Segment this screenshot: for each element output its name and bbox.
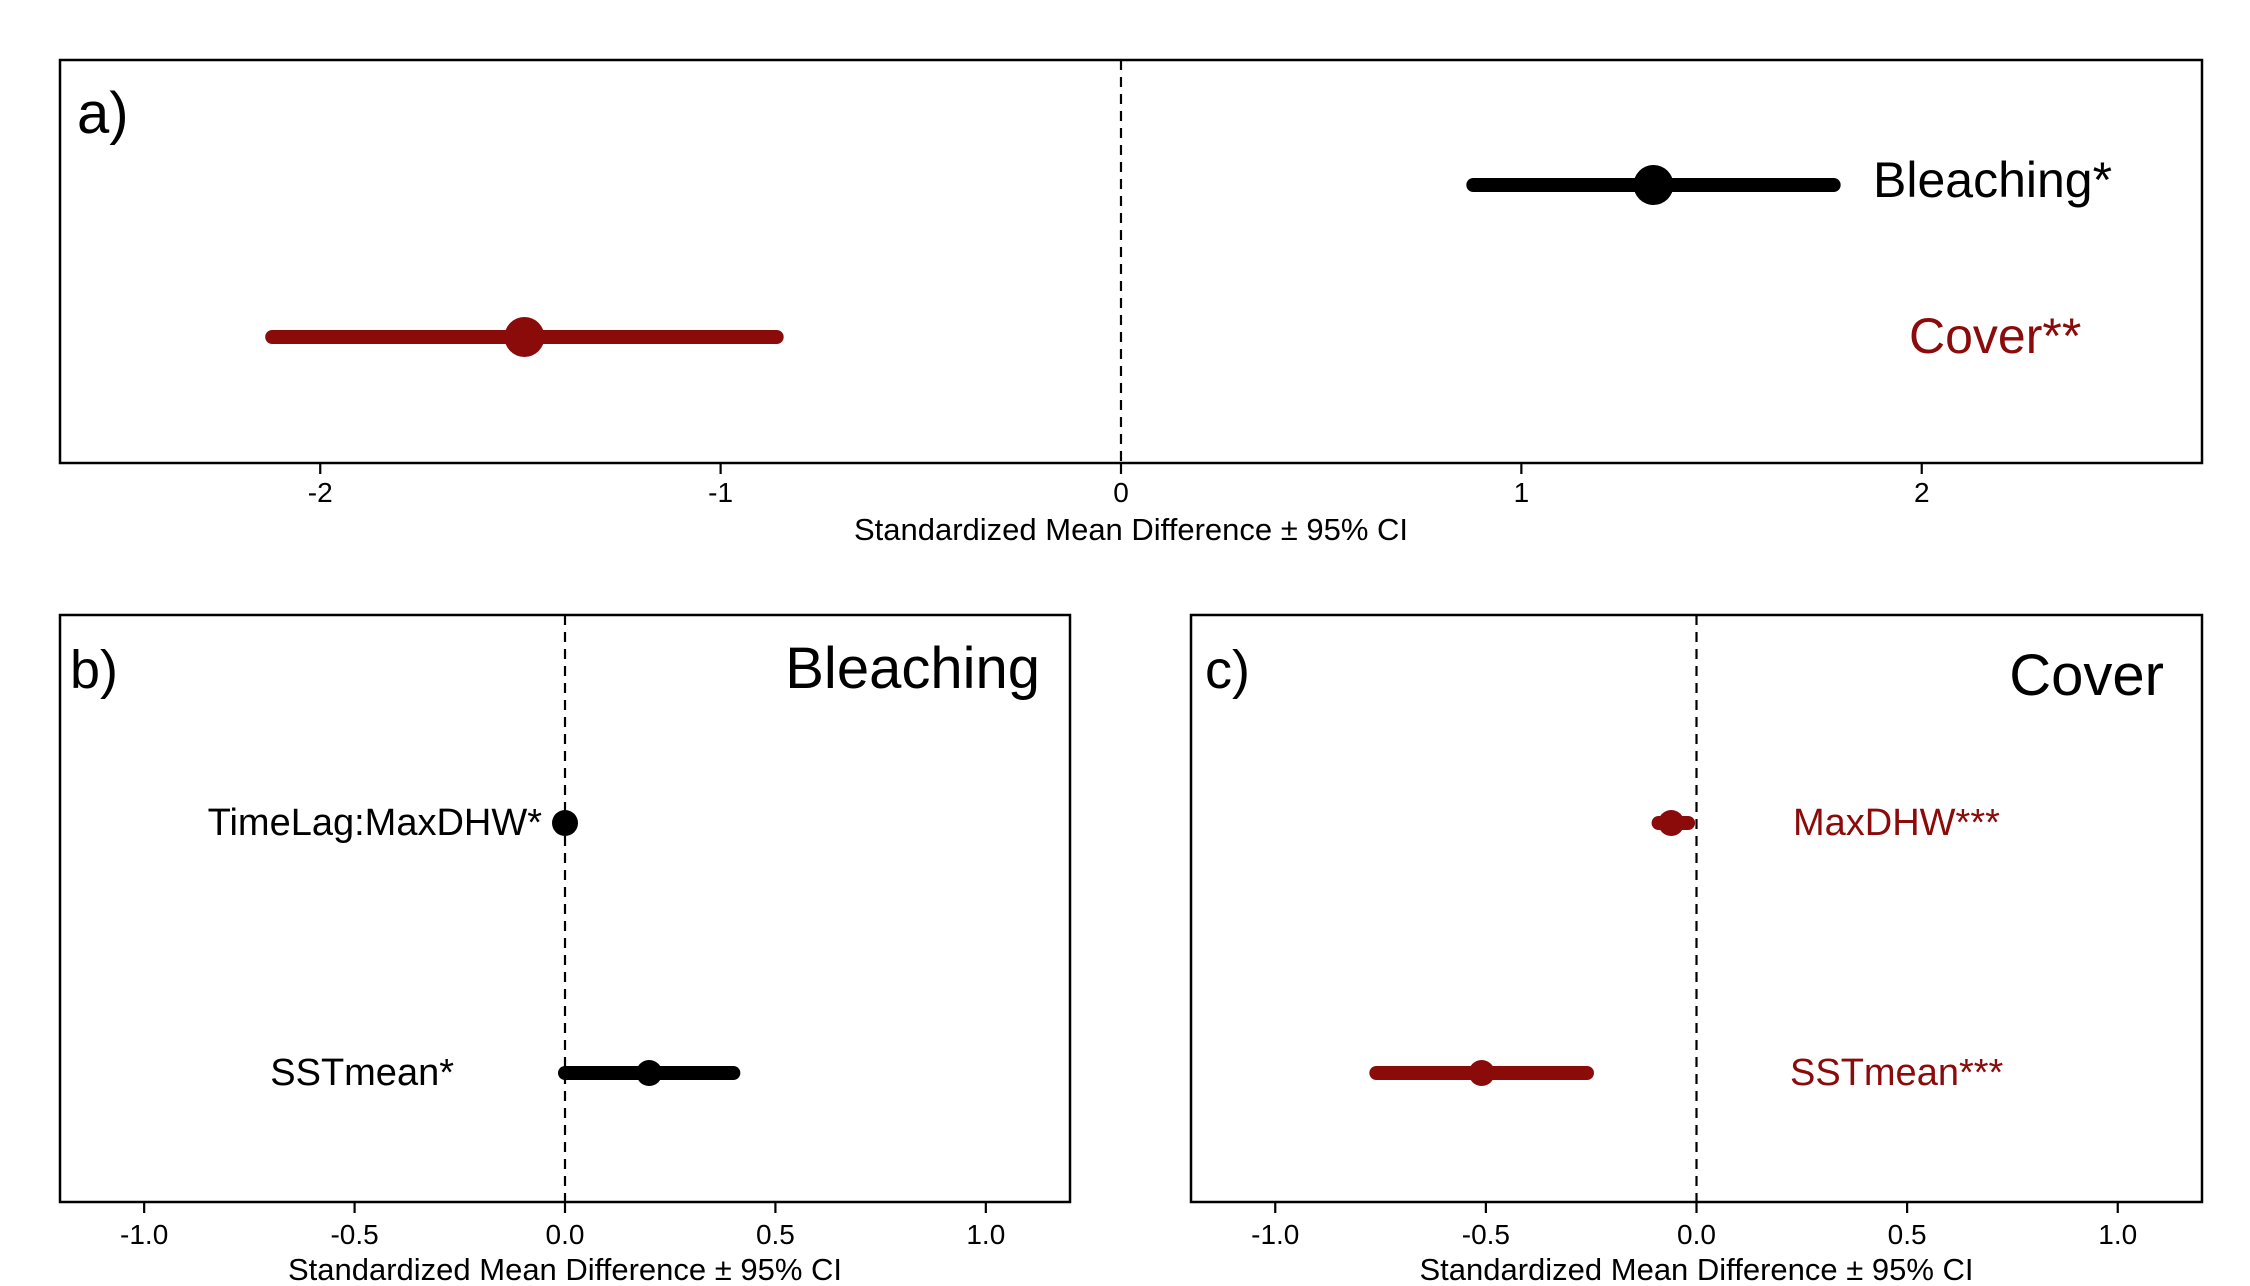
panel-label: c) xyxy=(1205,640,1250,700)
series-label: SSTmean* xyxy=(270,1052,454,1094)
estimate-point xyxy=(1468,1060,1495,1086)
plot-frame xyxy=(58,58,2204,465)
x-tick-label: 1 xyxy=(1514,477,1530,508)
estimate-point xyxy=(1633,165,1674,205)
x-axis-label: Standardized Mean Difference ± 95% CI xyxy=(854,512,1408,547)
series-label: SSTmean*** xyxy=(1790,1052,2004,1094)
x-tick-label: 0 xyxy=(1113,477,1129,508)
x-tick-label: 2 xyxy=(1914,477,1930,508)
estimate-point xyxy=(1658,810,1685,836)
estimate-point xyxy=(504,317,545,357)
estimate-point xyxy=(552,810,578,836)
x-tick-label: 0.0 xyxy=(546,1219,585,1250)
estimate-point xyxy=(636,1060,663,1086)
x-axis-label: Standardized Mean Difference ± 95% CI xyxy=(288,1252,842,1286)
panel-title: Bleaching xyxy=(785,636,1040,701)
x-tick-label: -1.0 xyxy=(120,1219,168,1250)
x-tick-label: -0.5 xyxy=(330,1219,378,1250)
panel-label: a) xyxy=(77,81,129,146)
panel-a: -2 -1 0 1 2 Standardized Mean Difference ± 95… xyxy=(58,58,2204,547)
x-tick-label: 1.0 xyxy=(2098,1219,2137,1250)
series-label: MaxDHW*** xyxy=(1793,802,2000,844)
series-label: Bleaching* xyxy=(1873,152,2112,208)
x-tick-label: 0.5 xyxy=(1888,1219,1927,1250)
panel-label: b) xyxy=(70,640,118,700)
x-tick-label: 0.5 xyxy=(756,1219,795,1250)
x-tick-label: -2 xyxy=(308,477,333,508)
x-tick-label: 1.0 xyxy=(966,1219,1005,1250)
panel-title: Cover xyxy=(2009,643,2164,708)
panel-b: -1.0 -0.5 0.0 0.5 1.0 Standardized Mean Diffe… xyxy=(58,613,1072,1286)
x-tick-label: -1 xyxy=(708,477,733,508)
x-tick-label: -0.5 xyxy=(1462,1219,1510,1250)
x-tick-label: -1.0 xyxy=(1251,1219,1299,1250)
series-label: Cover** xyxy=(1909,308,2081,364)
series-label: TimeLag:MaxDHW* xyxy=(208,802,543,844)
x-tick-label: 0.0 xyxy=(1677,1219,1716,1250)
panel-c: -1.0 -0.5 0.0 0.5 1.0 Standardized Mean Diffe… xyxy=(1189,613,2204,1286)
x-axis-label: Standardized Mean Difference ± 95% CI xyxy=(1419,1252,1973,1286)
